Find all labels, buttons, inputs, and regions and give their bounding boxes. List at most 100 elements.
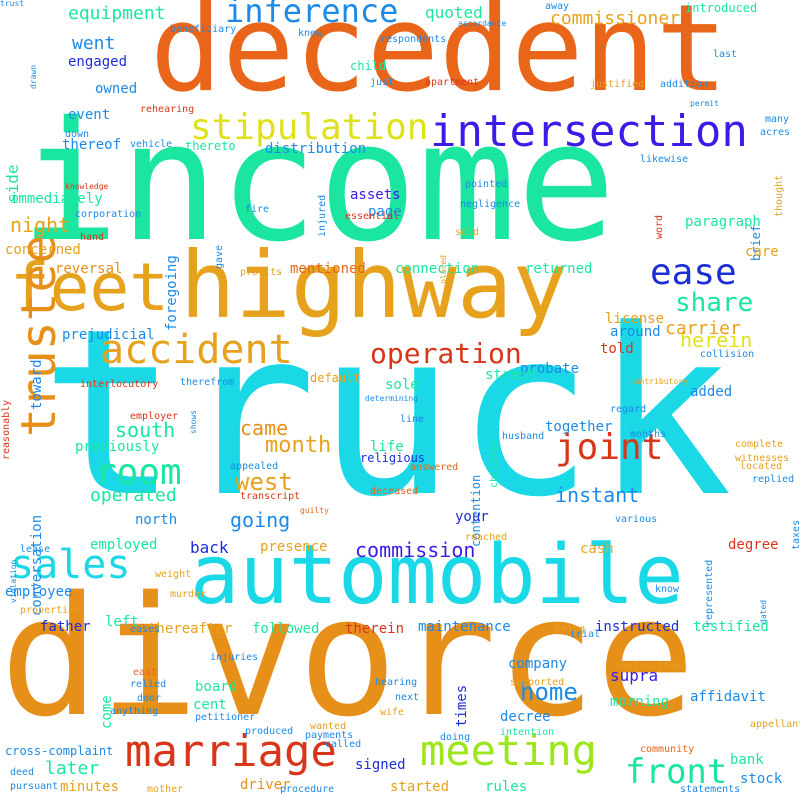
word-default: default	[310, 371, 361, 385]
word-quoted: quoted	[425, 3, 483, 22]
word-employed: employed	[90, 537, 158, 553]
word-procedure: procedure	[280, 784, 335, 795]
word-sold: sold	[455, 227, 480, 238]
word-cross-complaint: cross-complaint	[5, 744, 114, 758]
word-answered: answered	[410, 462, 459, 473]
word-trust: trust	[0, 0, 25, 8]
word-stock: stock	[740, 771, 783, 787]
word-cash: cash	[580, 541, 614, 557]
word-connection: connection	[395, 261, 480, 277]
word-testified: testified	[693, 619, 769, 635]
word-front: front	[625, 752, 728, 792]
word-returned: returned	[525, 261, 593, 277]
word-company: company	[508, 656, 568, 672]
word-down: down	[65, 129, 90, 140]
word-father: father	[40, 619, 91, 635]
word-cent: cent	[193, 697, 227, 713]
word-around: around	[610, 324, 661, 340]
word-room: room	[95, 452, 182, 493]
word-back: back	[190, 538, 229, 557]
word-apartment: apartment	[425, 77, 480, 88]
word-permit: permit	[690, 99, 719, 108]
word-gave: gave	[214, 244, 225, 269]
word-word: word	[654, 214, 665, 239]
word-commissioner: commissioner	[550, 8, 681, 29]
word-transcript: transcript	[240, 491, 301, 502]
word-shows: shows	[189, 409, 198, 434]
word-essential: essential	[345, 211, 400, 222]
word-together: together	[545, 419, 613, 435]
word-religious: religious	[360, 451, 426, 465]
word-children: children	[489, 439, 500, 488]
word-thereafter: thereafter	[148, 621, 233, 637]
word-thereto: thereto	[185, 139, 236, 153]
word-signed: signed	[355, 757, 406, 773]
word-truck: truck	[40, 281, 733, 548]
word-degree: degree	[728, 537, 779, 553]
word-reasonably: reasonably	[1, 399, 12, 460]
word-various: various	[615, 514, 658, 525]
word-presence: presence	[260, 539, 328, 555]
word-decree: decree	[500, 709, 551, 725]
word-violation: violation	[9, 559, 18, 604]
word-affidavit: affidavit	[690, 689, 766, 705]
word-injured: injured	[317, 194, 328, 237]
word-statements: statements	[680, 784, 741, 795]
word-know: know	[655, 584, 680, 595]
word-night: night	[10, 213, 71, 237]
word-located: located	[740, 461, 783, 472]
word-probate: probate	[520, 361, 580, 377]
word-sole: sole	[385, 377, 419, 393]
word-divorce: divorce	[0, 561, 696, 753]
word-properties: properties	[20, 605, 81, 616]
word-inference: inference	[225, 0, 399, 30]
word-home: home	[520, 678, 578, 706]
word-knowledge: knowledge	[65, 182, 109, 191]
word-dated: dated	[759, 599, 768, 624]
word-intersection: intersection	[430, 106, 748, 157]
word-acres: acres	[760, 127, 791, 138]
word-lease: lease	[20, 544, 51, 555]
word-equipment: equipment	[68, 3, 166, 24]
word-eases: eases	[130, 624, 161, 635]
word-license: license	[605, 311, 665, 327]
word-drawn: drawn	[29, 64, 38, 89]
word-supra: supra	[610, 666, 659, 685]
word-deed: deed	[10, 767, 35, 778]
word-carrier: carrier	[665, 318, 741, 339]
word-marriage: marriage	[125, 726, 337, 777]
word-conversation: conversation	[29, 514, 45, 616]
word-automobile: automobile	[190, 528, 684, 623]
word-south: south	[115, 418, 176, 442]
word-determining: determining	[365, 394, 418, 403]
word-therein: therein	[345, 621, 405, 637]
word-operated: operated	[90, 485, 177, 506]
word-just: just	[370, 77, 395, 88]
word-immediately: immediately	[10, 191, 103, 207]
word-addition: addition	[660, 79, 709, 90]
word-intention: intention	[500, 727, 555, 738]
word-joint: joint	[555, 427, 664, 468]
word-reversal: reversal	[55, 261, 123, 277]
word-introduced: introduced	[685, 1, 758, 15]
word-ease: ease	[650, 252, 737, 293]
word-regard: regard	[610, 404, 647, 415]
word-many: many	[765, 114, 790, 125]
word-doing: doing	[440, 732, 471, 743]
word-minutes: minutes	[60, 779, 120, 795]
word-collision: collision	[700, 349, 755, 360]
word-justified: justified	[590, 79, 645, 90]
word-weight: weight	[155, 569, 192, 580]
word-prejudicial: prejudicial	[62, 327, 155, 343]
word-north: north	[135, 512, 178, 528]
word-added: added	[690, 384, 733, 400]
word-going: going	[230, 508, 291, 532]
word-west: west	[235, 468, 293, 496]
word-instructions: instructions	[615, 661, 688, 672]
word-employer: employer	[130, 411, 179, 422]
word-murder: murder	[170, 589, 207, 600]
word-commission: commission	[355, 538, 476, 562]
word-later: later	[45, 758, 100, 779]
word-months: months	[630, 429, 667, 440]
